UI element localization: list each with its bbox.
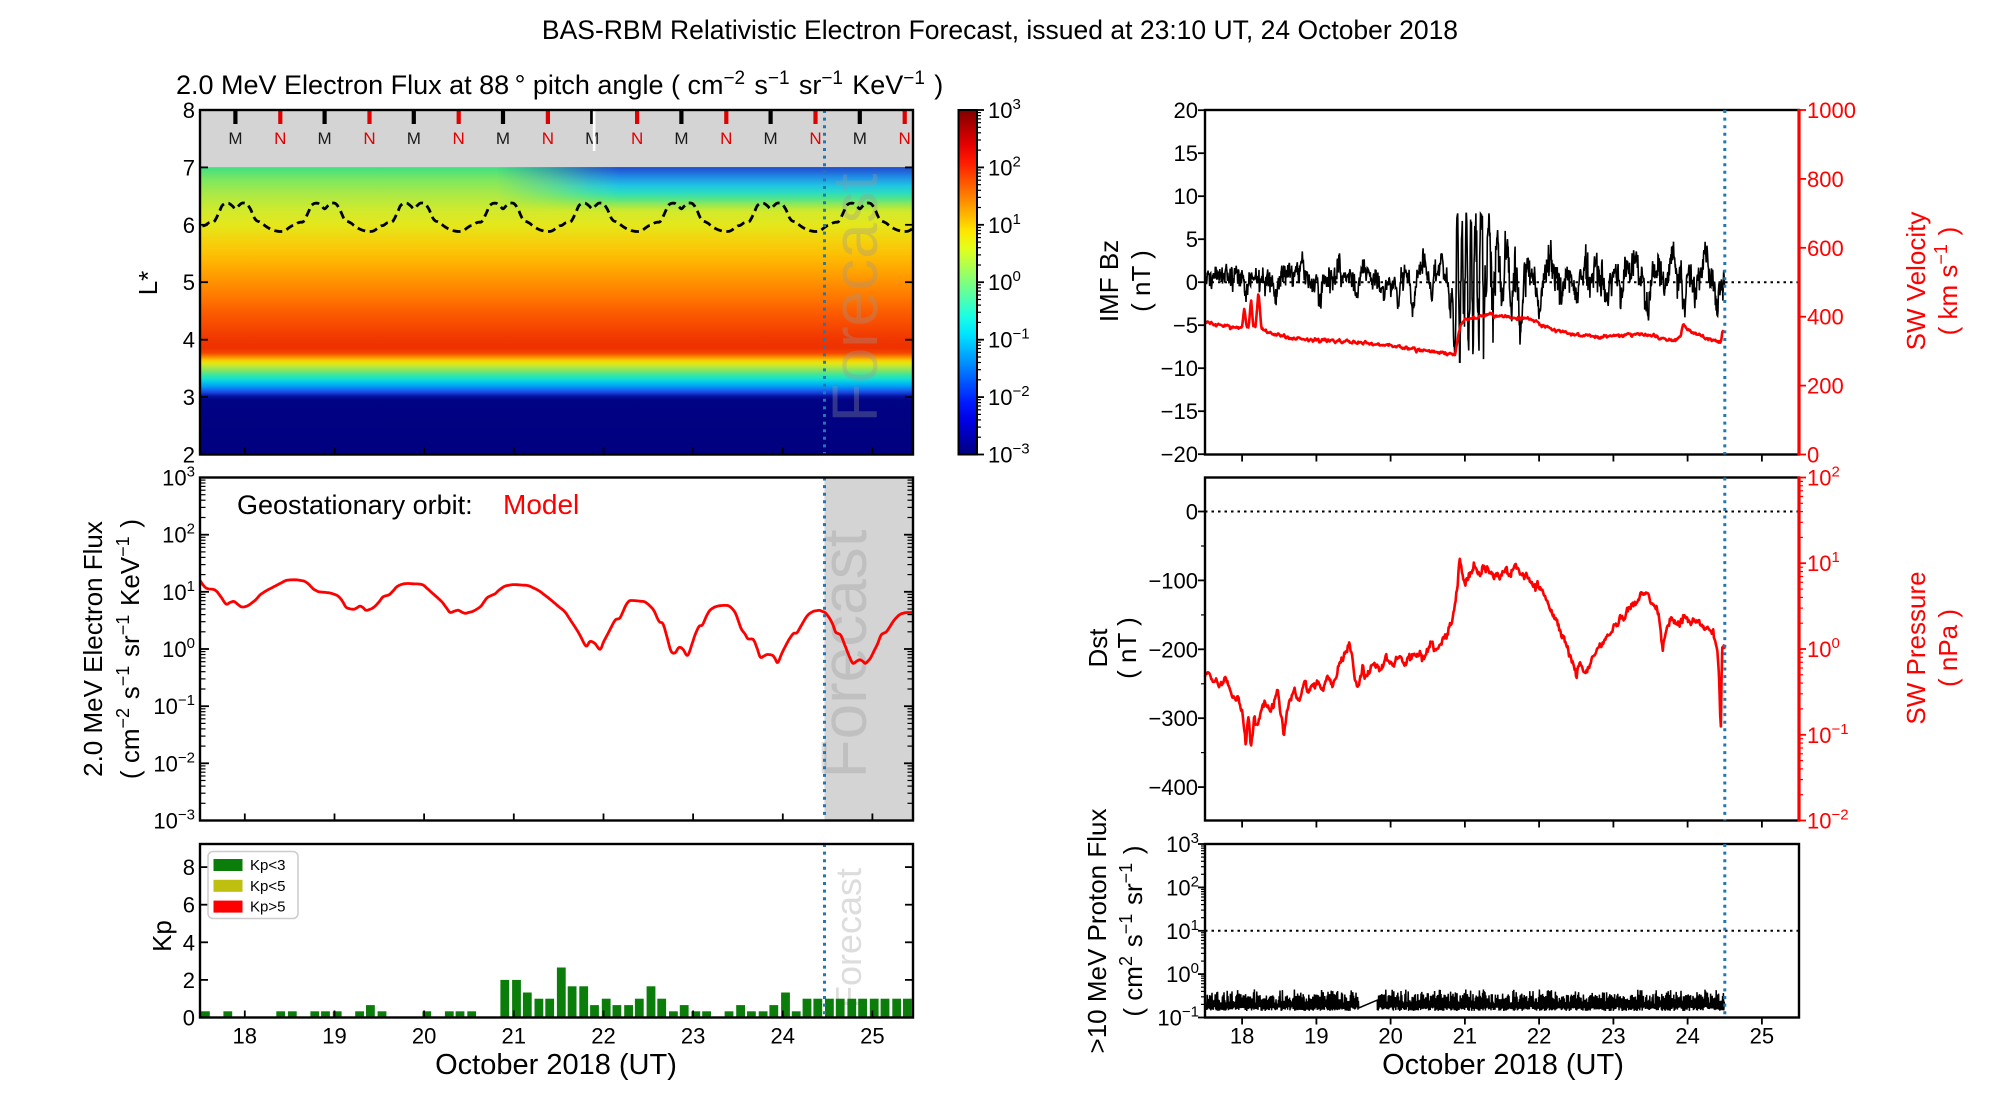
- svg-text:Kp<5: Kp<5: [250, 878, 285, 895]
- svg-text:M: M: [496, 129, 510, 148]
- svg-text:N: N: [809, 129, 821, 148]
- svg-text:M: M: [228, 129, 242, 148]
- svg-text:M: M: [764, 129, 778, 148]
- svg-text:M: M: [853, 129, 867, 148]
- svg-text:IMF Bz: IMF Bz: [1094, 240, 1124, 322]
- svg-text:2: 2: [183, 443, 195, 468]
- svg-text:25: 25: [860, 1024, 884, 1049]
- svg-text:18: 18: [1230, 1024, 1254, 1049]
- svg-text:N: N: [899, 129, 911, 148]
- svg-text:−20: −20: [1161, 442, 1198, 467]
- svg-text:Kp>5: Kp>5: [250, 899, 285, 916]
- svg-text:18: 18: [233, 1024, 257, 1049]
- svg-text:( nPa ): ( nPa ): [1933, 609, 1963, 687]
- svg-text:Dst: Dst: [1083, 628, 1113, 668]
- svg-text:19: 19: [322, 1024, 346, 1049]
- svg-text:600: 600: [1807, 236, 1844, 261]
- svg-text:25: 25: [1750, 1024, 1774, 1049]
- svg-text:Kp: Kp: [147, 920, 177, 952]
- svg-text:Model: Model: [503, 489, 579, 520]
- svg-text:0: 0: [1807, 443, 1819, 468]
- svg-text:M: M: [318, 129, 332, 148]
- svg-text:20: 20: [1378, 1024, 1402, 1049]
- svg-text:23: 23: [1601, 1024, 1625, 1049]
- svg-text:N: N: [542, 129, 554, 148]
- svg-text:N: N: [363, 129, 375, 148]
- svg-text:M: M: [585, 129, 599, 148]
- svg-text:SW Pressure: SW Pressure: [1901, 571, 1931, 724]
- svg-text:N: N: [453, 129, 465, 148]
- svg-text:M: M: [407, 129, 421, 148]
- svg-text:21: 21: [1453, 1024, 1477, 1049]
- svg-text:400: 400: [1807, 305, 1844, 330]
- svg-text:5: 5: [183, 270, 195, 295]
- svg-text:M: M: [674, 129, 688, 148]
- svg-text:0: 0: [1186, 270, 1198, 295]
- svg-text:BAS-RBM Relativistic Electron: BAS-RBM Relativistic Electron Forecast, …: [542, 15, 1458, 45]
- svg-text:24: 24: [771, 1024, 795, 1049]
- svg-text:800: 800: [1807, 167, 1844, 192]
- svg-text:24: 24: [1675, 1024, 1699, 1049]
- svg-text:Geostationary orbit:: Geostationary orbit:: [237, 490, 473, 520]
- svg-text:8: 8: [183, 855, 195, 880]
- svg-text:−300: −300: [1148, 706, 1198, 731]
- svg-text:10: 10: [1174, 184, 1198, 209]
- svg-text:−400: −400: [1148, 775, 1198, 800]
- svg-text:October 2018 (UT): October 2018 (UT): [1382, 1049, 1624, 1081]
- svg-text:6: 6: [183, 213, 195, 238]
- svg-text:−10: −10: [1161, 356, 1198, 381]
- svg-text:2.0 MeV Electron Flux at 88 °: 2.0 MeV Electron Flux at 88 ° pitch angl…: [176, 68, 943, 100]
- svg-text:Forecast: Forecast: [808, 529, 880, 778]
- svg-text:19: 19: [1304, 1024, 1328, 1049]
- svg-text:−5: −5: [1173, 313, 1198, 338]
- svg-text:Kp<3: Kp<3: [250, 857, 285, 874]
- svg-text:102: 102: [1166, 873, 1199, 900]
- svg-text:5: 5: [1186, 227, 1198, 252]
- svg-text:0: 0: [1186, 500, 1198, 525]
- svg-text:−15: −15: [1161, 399, 1198, 424]
- svg-text:Forecast: Forecast: [819, 173, 891, 422]
- svg-text:102: 102: [988, 153, 1021, 180]
- svg-text:N: N: [274, 129, 286, 148]
- svg-text:20: 20: [412, 1024, 436, 1049]
- svg-text:3: 3: [183, 385, 195, 410]
- svg-text:10−1: 10−1: [1157, 1004, 1199, 1031]
- svg-text:( cm−2 s−1 sr−1 KeV−1 ): ( cm−2 s−1 sr−1 KeV−1 ): [113, 519, 145, 779]
- svg-text:4: 4: [183, 328, 195, 353]
- svg-text:4: 4: [183, 930, 195, 955]
- svg-text:( nT ): ( nT ): [1112, 617, 1142, 679]
- svg-text:SW Velocity: SW Velocity: [1901, 212, 1931, 351]
- svg-text:L*: L*: [133, 271, 163, 296]
- svg-text:20: 20: [1174, 98, 1198, 123]
- svg-text:N: N: [720, 129, 732, 148]
- svg-text:Forecast: Forecast: [828, 868, 869, 1008]
- svg-text:23: 23: [681, 1024, 705, 1049]
- svg-text:N: N: [631, 129, 643, 148]
- svg-text:−200: −200: [1148, 637, 1198, 662]
- svg-text:0: 0: [183, 1006, 195, 1031]
- svg-text:22: 22: [1527, 1024, 1551, 1049]
- svg-text:−100: −100: [1148, 568, 1198, 593]
- svg-text:October 2018 (UT): October 2018 (UT): [435, 1049, 677, 1081]
- svg-text:2.0 MeV Electron Flux: 2.0 MeV Electron Flux: [78, 521, 108, 777]
- svg-text:22: 22: [591, 1024, 615, 1049]
- svg-text:( km s−1 ): ( km s−1 ): [1931, 227, 1963, 336]
- svg-text:7: 7: [183, 155, 195, 180]
- svg-text:21: 21: [502, 1024, 526, 1049]
- svg-text:>10 MeV Proton Flux: >10 MeV Proton Flux: [1082, 809, 1112, 1054]
- svg-text:( nT ): ( nT ): [1126, 250, 1156, 312]
- svg-text:2: 2: [183, 968, 195, 993]
- svg-text:200: 200: [1807, 374, 1844, 399]
- svg-text:10−1: 10−1: [1807, 721, 1849, 748]
- svg-text:15: 15: [1174, 141, 1198, 166]
- svg-text:6: 6: [183, 893, 195, 918]
- svg-text:1000: 1000: [1807, 98, 1856, 123]
- svg-text:8: 8: [183, 98, 195, 123]
